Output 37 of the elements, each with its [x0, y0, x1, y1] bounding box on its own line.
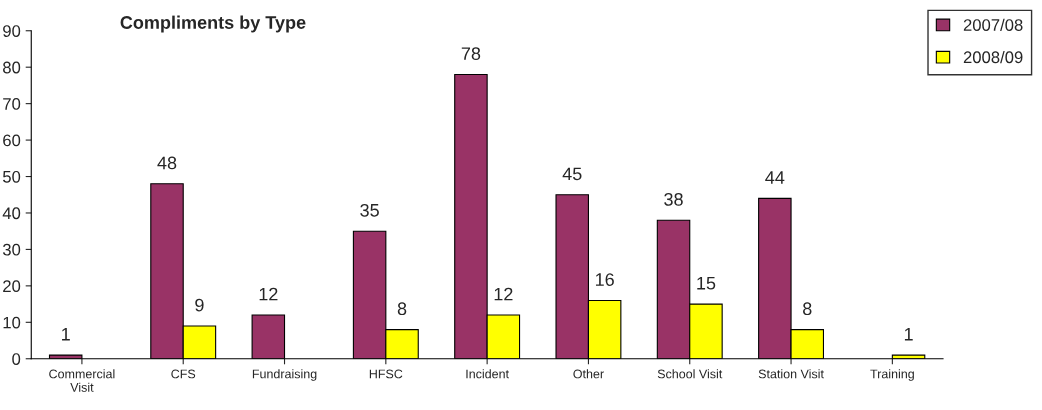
y-tick-label: 90	[3, 25, 21, 37]
data-label: 38	[664, 192, 683, 206]
x-tick-label: Station Visit	[758, 369, 824, 379]
data-label: 35	[360, 203, 379, 217]
data-label: 1	[904, 328, 913, 341]
data-label: 16	[595, 273, 614, 286]
x-tick-label: CFS	[171, 369, 196, 379]
y-tick-label: 20	[3, 280, 21, 293]
data-label: 44	[765, 171, 785, 184]
y-tick-label: 60	[3, 134, 21, 147]
data-label: 12	[494, 287, 513, 301]
data-label: 8	[397, 302, 407, 316]
x-tick-label: Training	[870, 369, 914, 381]
y-tick-label: 80	[3, 61, 21, 74]
data-label: 45	[562, 167, 582, 181]
legend-label: 2007/08	[963, 18, 1023, 31]
y-tick-label: 0	[12, 353, 21, 365]
data-label: 15	[697, 276, 716, 290]
x-tick-label: School Visit	[657, 369, 723, 379]
chart-title: Compliments by Type	[120, 15, 306, 33]
data-label: 12	[259, 287, 278, 301]
x-tick-label: Other	[573, 369, 604, 379]
y-tick-label: 40	[2, 207, 21, 220]
y-tick-label: 70	[3, 98, 21, 110]
x-tick-label: HFSC	[369, 369, 403, 379]
x-tick-label: Fundraising	[252, 369, 317, 381]
y-tick-label: 50	[2, 170, 21, 183]
y-tick-label: 10	[3, 316, 21, 329]
data-label: 1	[62, 328, 70, 341]
data-label: 48	[157, 156, 177, 170]
data-label: 9	[195, 298, 204, 312]
x-tick-label: Incident	[466, 369, 509, 379]
x-tick-label: Commercial Visit	[49, 369, 115, 392]
data-label: 78	[461, 47, 481, 60]
legend-label: 2008/09	[963, 50, 1023, 64]
y-tick-label: 30	[2, 243, 21, 256]
data-label: 8	[803, 302, 812, 316]
